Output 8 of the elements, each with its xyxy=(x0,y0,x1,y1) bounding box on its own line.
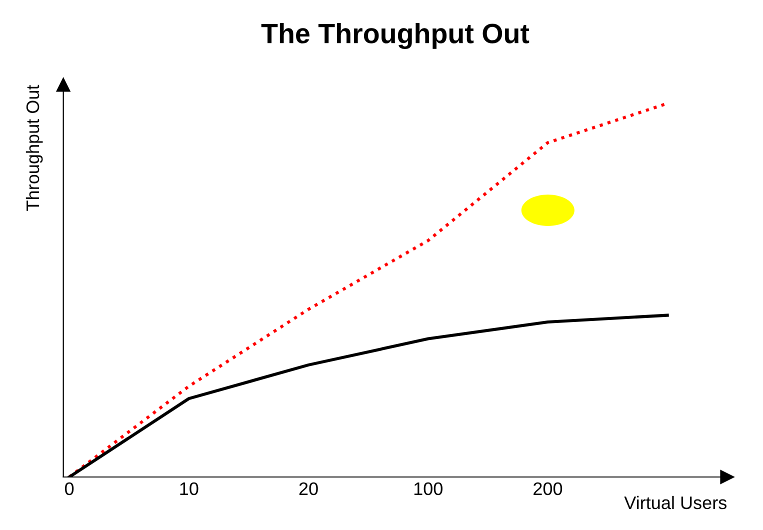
x-tick-label: 200 xyxy=(534,482,562,496)
x-tick-label: 0 xyxy=(64,482,74,496)
x-tick-label: 10 xyxy=(180,482,198,496)
x-tick-label: 100 xyxy=(414,482,442,496)
chart-title: The Throughput Out xyxy=(261,23,530,50)
x-tick-label: 20 xyxy=(299,482,318,496)
y-axis-title: Throughput Out xyxy=(26,84,43,211)
x-axis-title: Virtual Users xyxy=(624,496,726,510)
